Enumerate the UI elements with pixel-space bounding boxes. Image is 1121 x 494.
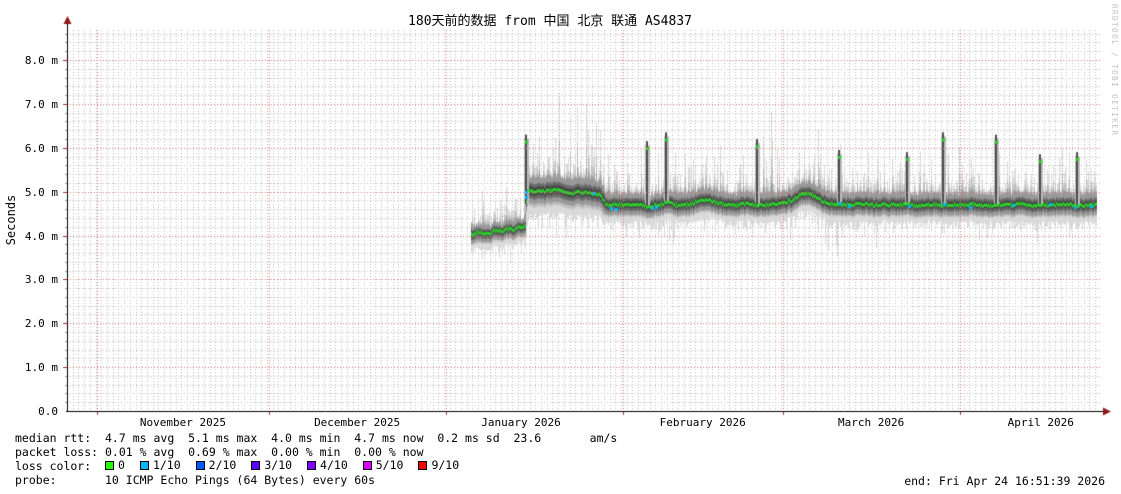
loss-color-items: 0 1/10 2/10 3/10 4/10 5/10 9/10 [105, 459, 474, 473]
loss-color-swatch-icon [139, 461, 149, 470]
x-tick-label: March 2026 [837, 416, 905, 429]
loss-color-item-label: 5/10 [375, 458, 404, 472]
loss-color-item: 0 [105, 459, 125, 472]
x-tick-label: November 2025 [139, 416, 226, 429]
probe-info: probe: 10 ICMP Echo Pings (64 Bytes) eve… [15, 473, 376, 487]
graph-title: 180天前的数据 from 中国 北京 联通 AS4837 [408, 14, 692, 29]
loss-color-swatch-icon [307, 461, 317, 470]
loss-color-item: 2/10 [195, 458, 237, 472]
loss-color-item: 3/10 [251, 459, 292, 472]
y-tick-label: 6.0 m [24, 141, 58, 155]
y-tick-label: 3.0 m [24, 273, 58, 287]
y-tick-label: 1.0 m [24, 361, 58, 375]
loss-color-label: loss color: [15, 458, 92, 473]
latency-plot-canvas [0, 0, 1121, 430]
y-tick-label: 7.0 m [24, 97, 58, 111]
loss-color-item: 4/10 [307, 459, 348, 472]
loss-color-swatch-icon [195, 461, 205, 470]
x-tick-label: February 2026 [659, 416, 746, 429]
x-tick-label: April 2026 [1007, 416, 1074, 429]
y-tick-label: 4.0 m [24, 229, 58, 243]
packet-loss-stats: packet loss: 0.01 % avg 0.69 % max 0.00 … [15, 445, 424, 459]
y-tick-label: 5.0 m [24, 185, 58, 199]
loss-color-item: 9/10 [418, 459, 459, 472]
loss-color-item-label: 3/10 [264, 458, 293, 472]
loss-color-item-label: 2/10 [208, 458, 237, 472]
y-tick-label: 8.0 m [24, 54, 58, 67]
loss-color-swatch-icon [251, 461, 261, 470]
loss-color-item: 1/10 [139, 458, 181, 472]
loss-color-item-label: 4/10 [320, 458, 348, 472]
loss-color-item-label: 1/10 [152, 458, 181, 472]
loss-color-item-label: 0 [118, 458, 125, 472]
loss-color-item: 5/10 [362, 458, 404, 472]
end-timestamp: end: Fri Apr 24 16:51:39 2026 [904, 474, 1105, 488]
y-tick-label: 2.0 m [24, 317, 58, 331]
loss-color-legend: loss color: 0 1/10 2/10 3/10 4/10 5/10 9/10 [15, 459, 474, 473]
rrdtool-watermark: RRDTOOL / TOBI OETIKER [1110, 4, 1119, 137]
loss-color-swatch-icon [418, 461, 428, 470]
loss-color-swatch-icon [362, 461, 372, 470]
loss-color-item-label: 9/10 [431, 458, 460, 472]
x-tick-label: January 2026 [481, 416, 561, 429]
median-rtt-stats: median rtt: 4.7 ms avg 5.1 ms max 4.0 ms… [15, 431, 618, 445]
y-tick-label: 0.0 [38, 405, 58, 418]
x-tick-label: December 2025 [314, 416, 401, 429]
loss-color-swatch-icon [105, 461, 114, 470]
